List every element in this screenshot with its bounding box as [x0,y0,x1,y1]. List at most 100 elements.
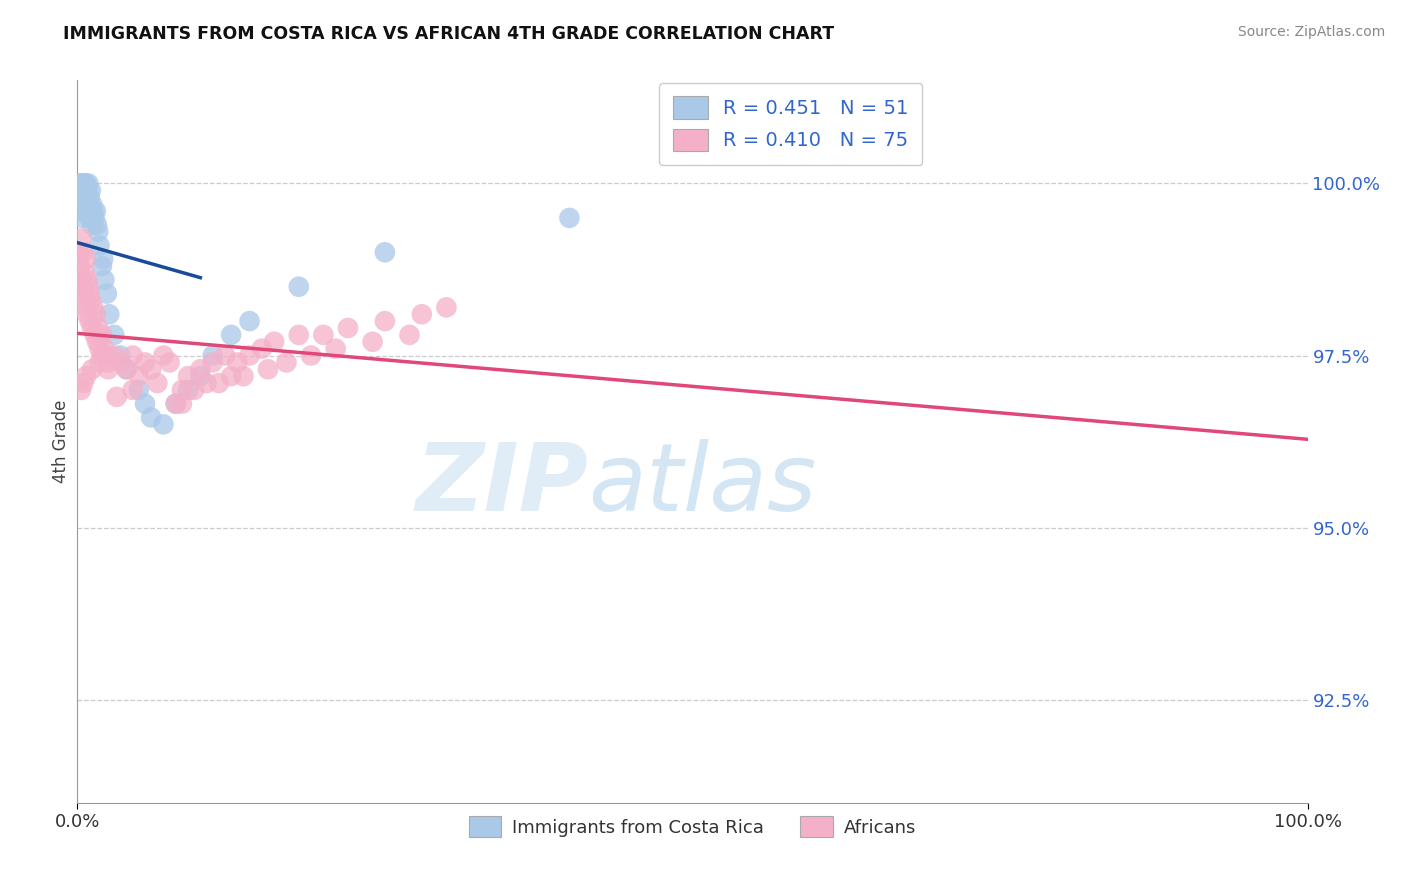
Point [69,177,91,191]
Point [374,314,396,328]
Point [103,327,125,342]
Point [115,362,138,376]
Point [232,369,254,384]
Point [134,397,156,411]
Point [436,301,458,315]
Point [70,190,93,204]
Point [165,397,187,411]
Point [257,362,280,376]
Point [72,197,94,211]
Point [75,252,97,267]
Point [76,204,98,219]
Point [201,355,224,369]
Point [75,190,97,204]
Point [80,293,103,308]
Point [188,369,212,384]
Point [201,349,224,363]
Point [93,342,115,356]
Point [288,279,311,293]
Point [90,349,114,363]
Point [128,383,150,397]
Point [73,177,96,191]
Point [72,245,94,260]
Point [73,183,96,197]
Point [70,273,93,287]
Text: IMMIGRANTS FROM COSTA RICA VS AFRICAN 4TH GRADE CORRELATION CHART: IMMIGRANTS FROM COSTA RICA VS AFRICAN 4T… [63,25,834,43]
Point [134,355,156,369]
Point [183,383,205,397]
Point [195,376,218,390]
Point [288,327,311,342]
Point [105,390,128,404]
Point [86,218,108,232]
Point [239,349,262,363]
Point [84,307,107,321]
Point [337,321,360,335]
Point [84,204,107,219]
Point [276,355,298,369]
Point [70,183,93,197]
Point [177,369,200,384]
Point [299,349,322,363]
Point [128,369,150,384]
Point [263,334,285,349]
Point [93,273,115,287]
Point [146,376,169,390]
Point [82,321,104,335]
Point [94,349,117,363]
Text: atlas: atlas [588,440,815,531]
Point [87,321,110,335]
Point [72,376,94,390]
Point [75,301,97,315]
Point [115,362,138,376]
Point [83,327,105,342]
Point [121,349,143,363]
Point [152,349,174,363]
Point [70,177,93,191]
Point [76,273,98,287]
Point [89,355,111,369]
Point [165,397,187,411]
Point [239,314,262,328]
Point [75,369,97,384]
Point [411,307,433,321]
Point [110,355,132,369]
Y-axis label: 4th Grade: 4th Grade [52,400,70,483]
Point [90,327,114,342]
Point [82,362,104,376]
Point [75,177,97,191]
Point [226,355,249,369]
Point [103,349,125,363]
Point [77,279,100,293]
Point [67,245,90,260]
Point [90,259,114,273]
Point [80,183,103,197]
Point [82,204,104,219]
Point [86,334,108,349]
Point [76,307,98,321]
Point [219,369,242,384]
Point [188,362,212,376]
Point [208,376,231,390]
Point [558,211,581,225]
Point [87,225,110,239]
Point [79,314,101,328]
Point [77,197,100,211]
Point [121,383,143,397]
Point [82,197,104,211]
Point [73,293,96,308]
Point [79,286,101,301]
Point [89,342,111,356]
Point [70,279,93,293]
Point [177,383,200,397]
Point [170,383,193,397]
Point [152,417,174,432]
Point [72,177,94,191]
Point [98,307,121,321]
Point [91,252,114,267]
Point [97,355,120,369]
Point [79,190,101,204]
Point [141,362,163,376]
Point [110,349,132,363]
Point [76,183,98,197]
